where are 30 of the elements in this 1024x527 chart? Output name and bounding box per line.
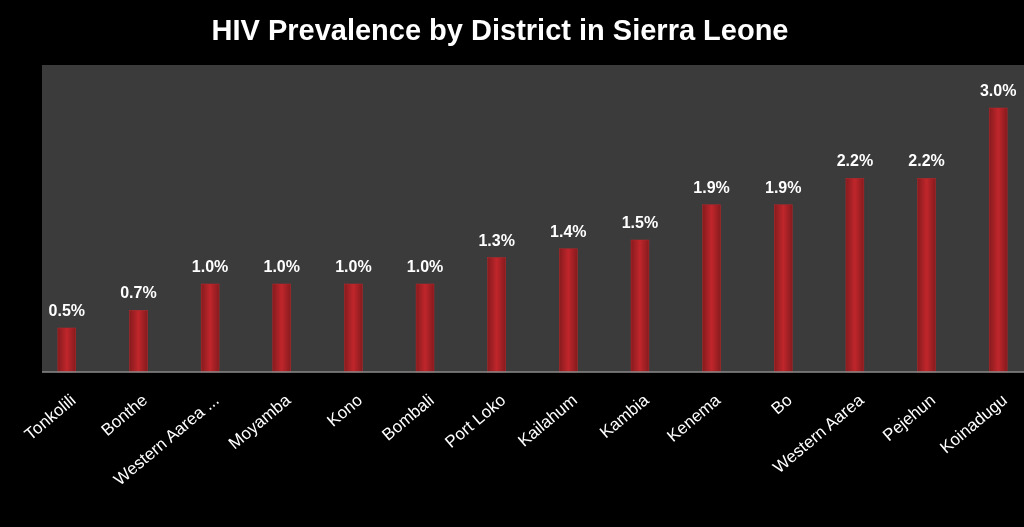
data-label: 1.0% xyxy=(263,258,300,275)
bar xyxy=(200,283,220,373)
data-label: 0.5% xyxy=(48,302,86,319)
data-label: 1.3% xyxy=(478,231,515,249)
data-label: 2.2% xyxy=(836,152,874,170)
bar xyxy=(845,178,865,373)
data-label: 1.0% xyxy=(335,258,372,275)
data-label: 1.0% xyxy=(191,258,229,275)
x-tick-label: Bo xyxy=(767,390,796,419)
data-label: 1.4% xyxy=(550,222,587,240)
data-label: 1.0% xyxy=(406,258,444,275)
bar xyxy=(559,248,578,373)
bar xyxy=(702,204,721,373)
data-label: 1.5% xyxy=(621,214,659,231)
bar xyxy=(917,178,936,373)
data-label: 3.0% xyxy=(979,82,1017,99)
bar xyxy=(415,283,435,373)
chart-title: HIV Prevalence by District in Sierra Leone xyxy=(211,14,789,46)
bar xyxy=(487,257,506,373)
bar xyxy=(344,283,363,373)
bar xyxy=(630,239,650,373)
data-label: 2.2% xyxy=(908,152,945,170)
data-label: 1.9% xyxy=(765,178,802,196)
bar xyxy=(272,283,291,373)
bar xyxy=(57,327,77,373)
data-label: 0.7% xyxy=(120,284,157,302)
bar xyxy=(129,310,148,373)
bar xyxy=(988,107,1008,373)
data-label: 1.9% xyxy=(693,178,730,196)
bar xyxy=(774,204,793,373)
